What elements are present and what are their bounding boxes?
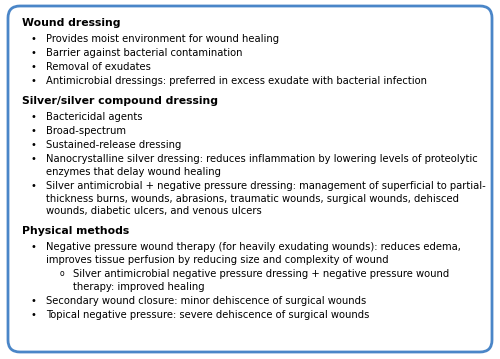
Text: Removal of exudates: Removal of exudates [46,62,151,72]
Text: Wound dressing: Wound dressing [22,18,120,28]
Text: Negative pressure wound therapy (for heavily exudating wounds): reduces edema,: Negative pressure wound therapy (for hea… [46,242,461,252]
Text: thickness burns, wounds, abrasions, traumatic wounds, surgical wounds, dehisced: thickness burns, wounds, abrasions, trau… [46,194,459,204]
Text: Bactericidal agents: Bactericidal agents [46,112,142,122]
Text: Barrier against bacterial contamination: Barrier against bacterial contamination [46,48,242,58]
Text: Provides moist environment for wound healing: Provides moist environment for wound hea… [46,34,279,44]
Text: enzymes that delay wound healing: enzymes that delay wound healing [46,167,221,177]
Text: Silver/silver compound dressing: Silver/silver compound dressing [22,97,218,107]
Text: •: • [30,126,36,136]
Text: •: • [30,242,36,252]
Text: •: • [30,112,36,122]
Text: Physical methods: Physical methods [22,227,129,237]
Text: •: • [30,34,36,44]
Text: improves tissue perfusion by reducing size and complexity of wound: improves tissue perfusion by reducing si… [46,255,388,265]
Text: Broad-spectrum: Broad-spectrum [46,126,126,136]
Text: o: o [60,269,64,278]
Text: •: • [30,295,36,306]
Text: •: • [30,181,36,191]
Text: therapy: improved healing: therapy: improved healing [73,281,204,292]
Text: Secondary wound closure: minor dehiscence of surgical wounds: Secondary wound closure: minor dehiscenc… [46,295,366,306]
Text: •: • [30,140,36,150]
Text: Nanocrystalline silver dressing: reduces inflammation by lowering levels of prot: Nanocrystalline silver dressing: reduces… [46,154,478,164]
Text: •: • [30,76,36,86]
Text: Antimicrobial dressings: preferred in excess exudate with bacterial infection: Antimicrobial dressings: preferred in ex… [46,76,427,86]
FancyBboxPatch shape [8,6,492,352]
Text: Topical negative pressure: severe dehiscence of surgical wounds: Topical negative pressure: severe dehisc… [46,309,370,320]
Text: Sustained-release dressing: Sustained-release dressing [46,140,182,150]
Text: Silver antimicrobial + negative pressure dressing: management of superficial to : Silver antimicrobial + negative pressure… [46,181,486,191]
Text: •: • [30,62,36,72]
Text: •: • [30,309,36,320]
Text: wounds, diabetic ulcers, and venous ulcers: wounds, diabetic ulcers, and venous ulce… [46,206,262,216]
Text: •: • [30,154,36,164]
Text: •: • [30,48,36,58]
Text: Silver antimicrobial negative pressure dressing + negative pressure wound: Silver antimicrobial negative pressure d… [73,269,449,279]
